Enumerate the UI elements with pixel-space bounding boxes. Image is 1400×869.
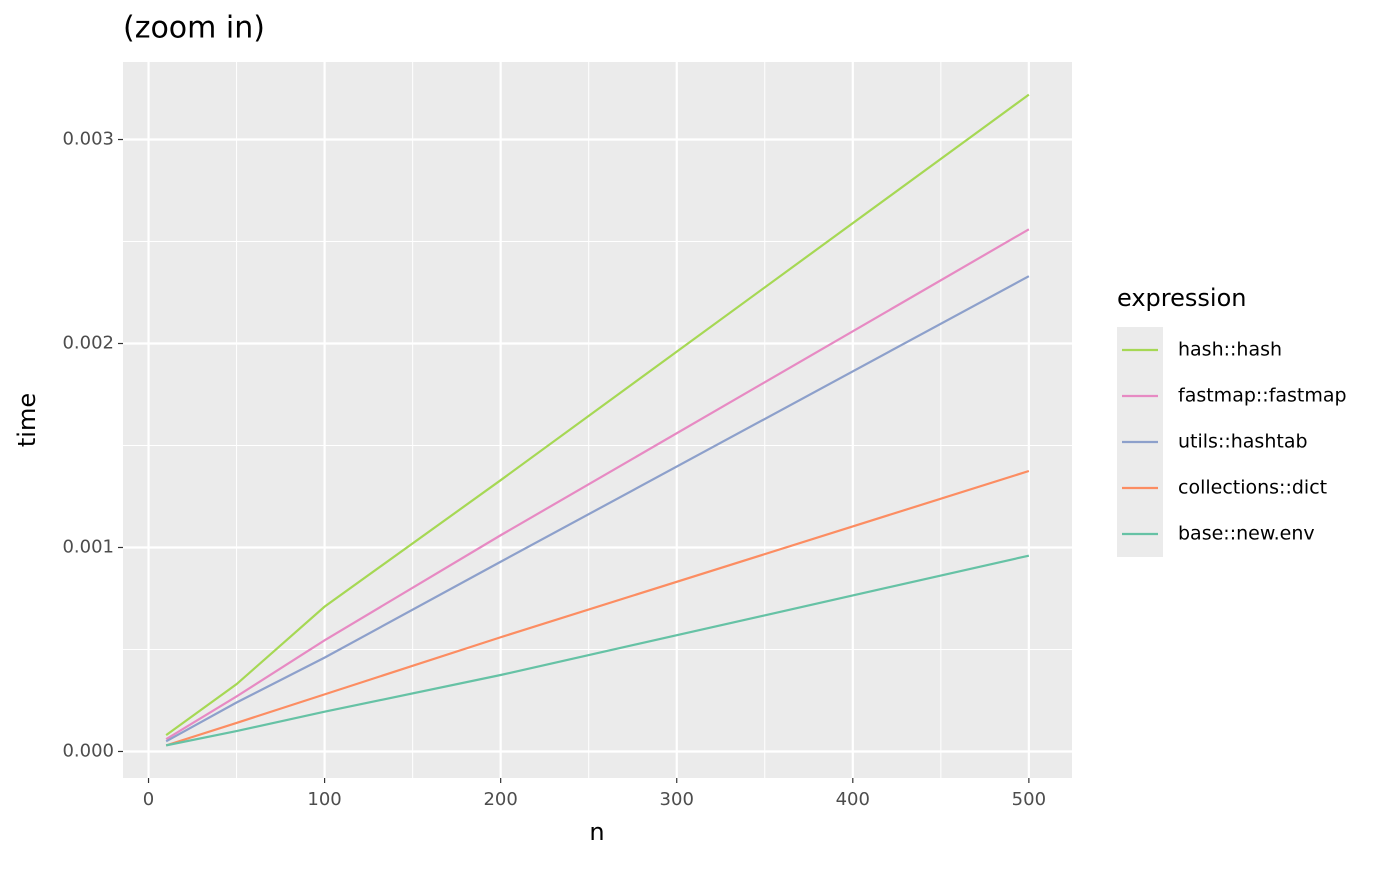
x-tick-label: 100	[307, 789, 341, 810]
y-tick-label: 0.000	[62, 740, 114, 761]
y-tick-label: 0.003	[62, 129, 114, 150]
series-line	[165, 93, 1030, 737]
series-line	[165, 469, 1030, 747]
plot-panel	[123, 62, 1072, 778]
x-tick-label: 200	[483, 789, 517, 810]
legend-label: fastmap::fastmap	[1178, 385, 1347, 407]
x-tick-label: 300	[660, 789, 694, 810]
legend-title: expression	[1117, 284, 1246, 312]
legend-label: collections::dict	[1178, 477, 1327, 499]
x-axis-title: n	[589, 818, 604, 846]
x-tick-label: 0	[143, 789, 154, 810]
legend-label: base::new.env	[1178, 523, 1315, 545]
y-tick-label: 0.001	[62, 536, 114, 557]
legend-label: hash::hash	[1178, 339, 1282, 361]
series-line	[165, 275, 1030, 743]
legend-label: utils::hashtab	[1178, 431, 1308, 453]
x-tick-label: 500	[1012, 789, 1046, 810]
y-axis-title: time	[13, 393, 41, 447]
x-tick-label: 400	[836, 789, 870, 810]
y-tick-label: 0.002	[62, 333, 114, 354]
chart-title: (zoom in)	[123, 11, 265, 46]
series-line	[165, 554, 1030, 747]
series-line	[165, 228, 1030, 741]
